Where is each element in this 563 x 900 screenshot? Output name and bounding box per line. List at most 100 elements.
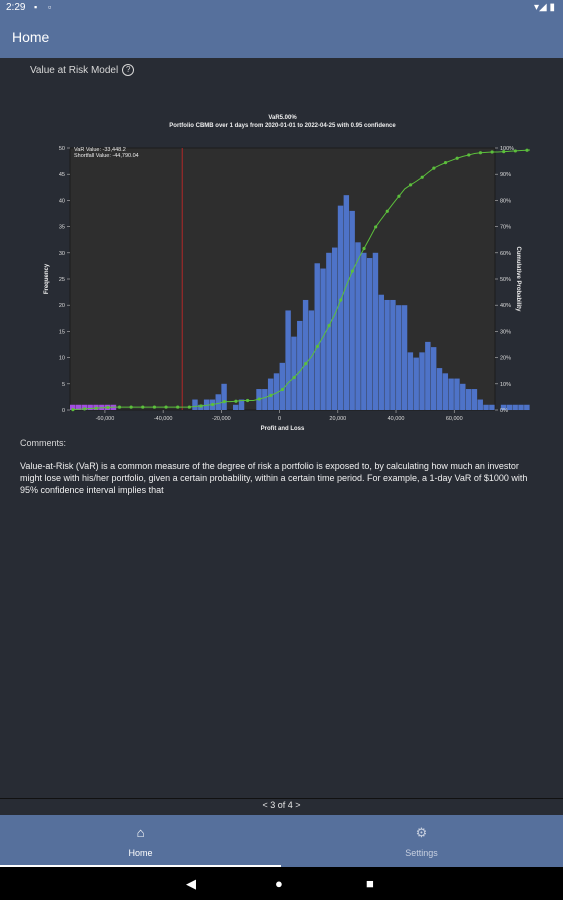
histogram-bar (221, 383, 227, 410)
cumulative-point (350, 269, 354, 273)
histogram-bar (419, 352, 425, 410)
bottom-nav: ⌂ Home ⚙ Settings (0, 815, 563, 867)
help-icon[interactable]: ? (122, 64, 135, 76)
chart-title: VaR5.00% (268, 115, 297, 121)
histogram-bar (262, 389, 268, 410)
cumulative-point (408, 183, 413, 187)
histogram-bar (518, 404, 524, 410)
nav-item-home[interactable]: ⌂ Home (0, 815, 281, 867)
cumulative-point (339, 298, 343, 302)
nav-item-settings[interactable]: ⚙ Settings (281, 815, 562, 867)
y-tick-label: 35 (59, 225, 65, 231)
status-time: 2:29 (6, 2, 26, 13)
comments-label: Comments: (20, 438, 67, 448)
home-button[interactable]: ● (275, 876, 283, 891)
y2-tick-label: 10% (500, 382, 511, 388)
y2-tick-label: 40% (500, 303, 511, 309)
gear-icon: ⚙ (415, 825, 428, 840)
notification-icon: ▪ (34, 2, 38, 12)
cumulative-point (385, 209, 389, 213)
var-chart: VaR5.00% Portfolio CBMB over 1 days from … (30, 110, 530, 490)
histogram-bar (355, 242, 361, 410)
cumulative-point (71, 408, 75, 412)
y2-tick-label: 20% (500, 356, 511, 362)
cumulative-point (304, 361, 308, 366)
cumulative-point (327, 323, 331, 328)
y-tick-label: 25 (59, 277, 65, 283)
histogram-bar (349, 210, 355, 410)
cumulative-point (222, 399, 226, 404)
histogram-bar (192, 399, 198, 410)
cumulative-line (72, 149, 530, 411)
y2-tick-label: 0% (500, 408, 508, 414)
histogram-bar (442, 373, 449, 410)
cumulative-point (362, 246, 366, 251)
y2-tick-label: 30% (500, 329, 511, 335)
status-bar: 2:29 ▪ ▫ ▾◢ ▮ (0, 0, 563, 16)
main-content: Value at Risk Model ? VaR5.00% Portfolio … (0, 58, 563, 798)
cumulative-point (478, 151, 483, 155)
y-tick-label: 0 (62, 408, 65, 414)
nav-active-indicator (0, 865, 281, 867)
histogram-bar (279, 362, 286, 410)
histogram-bar (477, 399, 483, 410)
recents-button[interactable]: ■ (366, 876, 374, 891)
histogram-bar (70, 404, 76, 410)
cumulative-point (234, 399, 238, 403)
cumulative-point (245, 398, 250, 403)
cumulative-point (164, 405, 168, 409)
cumulative-point (443, 161, 448, 165)
cumulative-point (280, 387, 285, 392)
cumulative-point (94, 406, 98, 410)
var-chart-svg: VaR5.00% Portfolio CBMB over 1 days from … (44, 115, 530, 432)
cumulative-point (106, 405, 110, 410)
histogram-bar (524, 404, 530, 410)
histogram-bar (320, 268, 326, 410)
histogram-bar (361, 252, 367, 410)
x-axis-label: Profit and Loss (261, 426, 305, 432)
cumulative-point (257, 397, 261, 401)
y2-tick-label: 50% (500, 277, 511, 283)
signal-battery-icon: ▾◢ ▮ (534, 2, 555, 13)
cumulative-point (141, 405, 145, 409)
x-tick-label: -20,000 (212, 416, 231, 422)
cumulative-point (397, 194, 401, 198)
y-axis-label: Frequency (44, 263, 50, 294)
histogram-bar (273, 373, 280, 410)
histogram-bar (413, 357, 419, 410)
chart-annotation: VaR Value: -33,448.2 (74, 147, 126, 153)
histogram-bar (483, 404, 489, 410)
cumulative-point (269, 393, 273, 397)
histogram-bar (378, 294, 384, 410)
histogram-bar (425, 341, 431, 410)
nav-label-home: Home (128, 848, 153, 858)
histogram-bar (285, 310, 291, 410)
histogram-bar (512, 404, 518, 410)
y-tick-label: 20 (59, 303, 65, 309)
x-tick-label: 0 (278, 416, 281, 422)
histogram-bar (401, 305, 408, 410)
cumulative-point (455, 156, 459, 160)
nav-label-settings: Settings (405, 848, 438, 858)
section-title: Value at Risk Model (30, 64, 119, 76)
x-tick-label: 40,000 (388, 416, 405, 422)
cumulative-point (129, 405, 133, 409)
y2-tick-label: 90% (500, 172, 511, 178)
histogram-bar (302, 299, 309, 410)
histogram-bar (215, 394, 221, 410)
x-tick-label: -60,000 (96, 416, 115, 422)
histogram-bar (331, 247, 338, 410)
histogram-bar (238, 399, 245, 410)
histogram-bar (436, 368, 443, 410)
comments-text: Value-at-Risk (VaR) is a common measure … (20, 461, 528, 495)
chart-subtitle: Portfolio CBMB over 1 days from 2020-01-… (169, 123, 396, 129)
back-button[interactable]: ◀ (186, 876, 196, 891)
page-indicator[interactable]: < 3 of 4 > (262, 800, 301, 810)
histogram-bar (337, 205, 344, 410)
histogram-bar (87, 404, 93, 410)
cumulative-point (490, 150, 494, 154)
cumulative-point (176, 405, 180, 409)
histogram-bar (314, 263, 320, 410)
histogram-bar (506, 404, 513, 410)
histogram-bar (291, 336, 297, 410)
